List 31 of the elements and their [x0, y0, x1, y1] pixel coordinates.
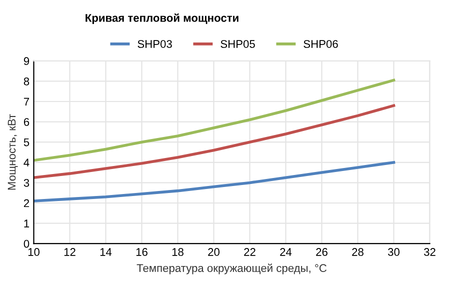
x-tick-label: 14 [100, 248, 112, 256]
line-series [34, 78, 396, 162]
y-tick-label: 9 [24, 57, 30, 66]
x-tick-label: 28 [352, 248, 364, 256]
legend-label: SHP03 [138, 40, 172, 48]
x-tick-label: 18 [172, 248, 184, 256]
y-tick-label: 1 [24, 220, 30, 228]
line-series [34, 161, 396, 202]
x-tick-label: 10 [28, 248, 40, 256]
x-tick-label: 32 [424, 248, 436, 256]
x-tick-label: 20 [208, 248, 220, 256]
x-tick-label: 30 [388, 248, 400, 256]
y-tick-label: 5 [24, 138, 30, 146]
x-axis-title: Температура окружающей среды, °C [136, 264, 327, 274]
y-tick-label: 2 [24, 199, 30, 208]
line-series [34, 104, 396, 180]
chart-title: Кривая тепловой мощности [86, 13, 238, 24]
y-tick-label: 6 [24, 118, 30, 126]
x-tick-label: 24 [280, 248, 292, 256]
x-tick-label: 22 [244, 248, 256, 256]
legend-label: SHP06 [304, 40, 338, 48]
x-tick-label: 12 [64, 248, 76, 256]
y-tick-label: 4 [24, 158, 30, 166]
y-tick-label: 7 [24, 98, 30, 106]
y-tick-label: 8 [24, 77, 30, 86]
legend-label: SHP05 [220, 40, 255, 48]
x-tick-label: 26 [316, 248, 328, 256]
y-tick-label: 0 [24, 240, 30, 248]
x-tick-label: 16 [136, 248, 148, 256]
y-tick-label: 3 [24, 178, 30, 187]
y-axis-title: Мощность, кВт [8, 114, 18, 190]
